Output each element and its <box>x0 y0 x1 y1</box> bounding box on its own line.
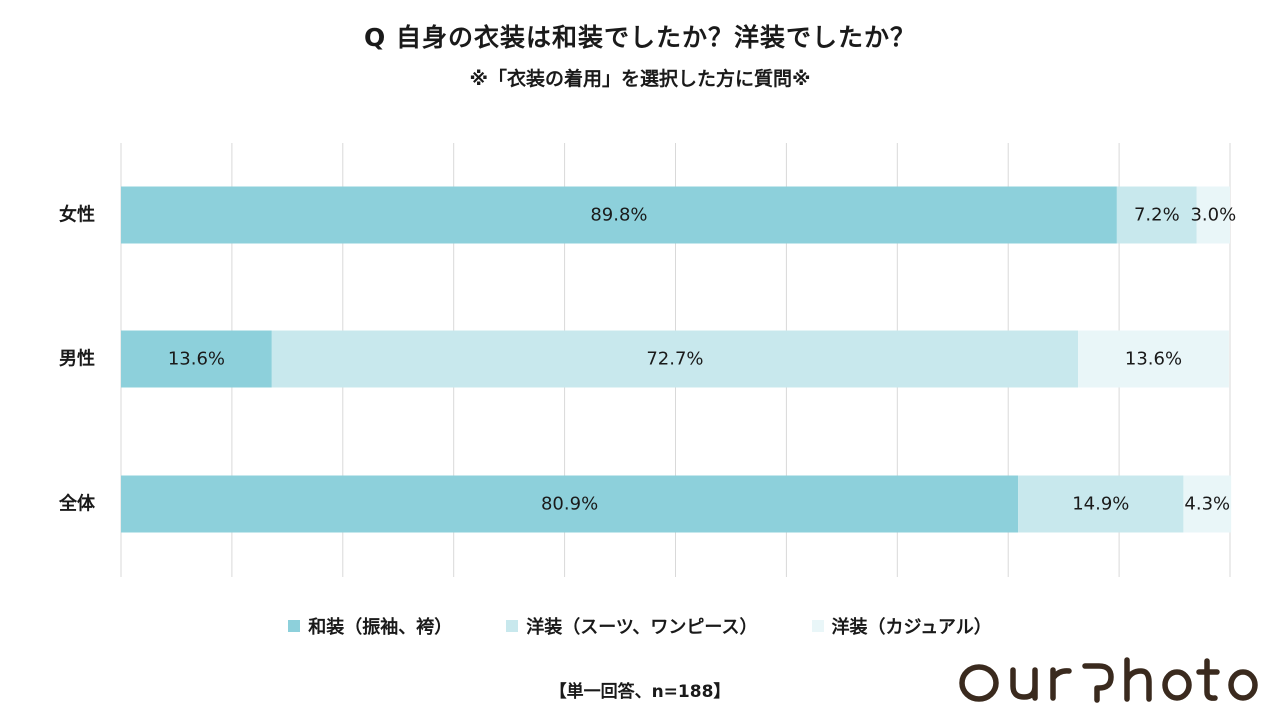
legend-swatch-yousou-suit <box>506 620 519 632</box>
category-label: 男性 <box>59 348 95 370</box>
chart-subtitle: ※「衣装の着用」を選択した方に質問※ <box>469 68 811 90</box>
legend-swatch-yousou-casual <box>811 620 824 632</box>
legend-label-wasou: 和装（振袖、袴） <box>308 617 453 638</box>
data-label: 3.0% <box>1190 205 1236 226</box>
legend-swatch-wasou <box>288 620 301 632</box>
legend-item-yousou-suit: 洋装（スーツ、ワンピース） <box>506 613 758 639</box>
category-label: 全体 <box>58 493 96 515</box>
data-label: 14.9% <box>1072 494 1129 515</box>
bar-segment <box>121 186 1117 244</box>
legend-item-yousou-casual: 洋装（カジュアル） <box>811 613 992 639</box>
bar-segment <box>1183 475 1232 533</box>
data-label: 80.9% <box>541 494 598 515</box>
response-note: 【単一回答、n=188】 <box>549 682 731 702</box>
data-label: 13.6% <box>168 349 225 370</box>
ourphoto-logo <box>959 657 1258 703</box>
data-label: 72.7% <box>646 349 703 370</box>
bar-segment <box>1196 186 1230 244</box>
chart-title: Q 自身の衣装は和装でしたか？洋装でしたか？ <box>364 23 916 52</box>
bar-segment <box>121 330 272 388</box>
bar-segment <box>1078 330 1229 388</box>
bar-segment <box>271 330 1079 388</box>
legend-item-wasou: 和装（振袖、袴） <box>288 613 452 639</box>
stacked-bar-chart: 女性 89.8% 7.2% 3.0% 男性 13.6% 72.7% 13.6% 全体 80.9% 1… <box>58 143 1236 577</box>
data-label: 89.8% <box>590 205 647 226</box>
category-label: 女性 <box>59 204 95 226</box>
legend-label-yousou-casual: 洋装（カジュアル） <box>831 617 992 638</box>
bar-segment <box>1018 475 1184 533</box>
legend-label-yousou-suit: 洋装（スーツ、ワンピース） <box>526 617 758 638</box>
bar-segment <box>121 475 1019 533</box>
data-label: 7.2% <box>1134 205 1180 226</box>
data-label: 4.3% <box>1184 494 1230 515</box>
data-label: 13.6% <box>1125 349 1182 370</box>
chart-legend: 和装（振袖、袴） 洋装（スーツ、ワンピース） 洋装（カジュアル） <box>0 613 1280 639</box>
bar-segment <box>1116 186 1197 244</box>
